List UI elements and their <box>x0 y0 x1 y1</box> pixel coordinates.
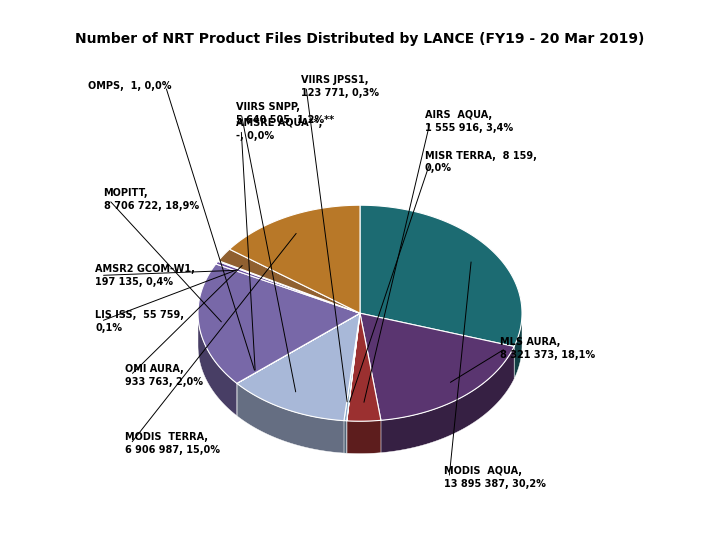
Polygon shape <box>344 313 360 421</box>
Polygon shape <box>198 313 237 416</box>
Polygon shape <box>216 261 360 313</box>
Polygon shape <box>514 313 522 379</box>
Text: VIIRS SNPP,
5 640 505, 1,2%**: VIIRS SNPP, 5 640 505, 1,2%** <box>236 102 334 125</box>
Polygon shape <box>346 313 360 421</box>
Text: VIIRS JPSS1,
123 771, 0,3%: VIIRS JPSS1, 123 771, 0,3% <box>301 75 379 98</box>
Polygon shape <box>237 313 360 383</box>
Polygon shape <box>218 249 360 313</box>
Text: OMI AURA,
933 763, 2,0%: OMI AURA, 933 763, 2,0% <box>125 364 203 387</box>
Text: MLS AURA,
8 321 373, 18,1%: MLS AURA, 8 321 373, 18,1% <box>500 337 595 360</box>
Text: AMSRE AQUA**,
-, 0,0%: AMSRE AQUA**, -, 0,0% <box>236 118 322 141</box>
Text: MODIS  AQUA,
13 895 387, 30,2%: MODIS AQUA, 13 895 387, 30,2% <box>444 467 546 489</box>
Polygon shape <box>237 383 344 453</box>
Polygon shape <box>218 261 360 313</box>
Polygon shape <box>360 205 522 347</box>
Polygon shape <box>237 313 360 383</box>
Text: AMSR2 GCOM-W1,
197 135, 0,4%: AMSR2 GCOM-W1, 197 135, 0,4% <box>95 264 195 287</box>
Polygon shape <box>347 420 381 454</box>
Polygon shape <box>237 313 360 421</box>
Text: MOPITT,
8 706 722, 18,9%: MOPITT, 8 706 722, 18,9% <box>104 188 199 211</box>
Text: Number of NRT Product Files Distributed by LANCE (FY19 - 20 Mar 2019): Number of NRT Product Files Distributed … <box>76 32 644 46</box>
Polygon shape <box>381 347 514 453</box>
Text: LIS ISS,  55 759,
0,1%: LIS ISS, 55 759, 0,1% <box>95 310 184 333</box>
Polygon shape <box>344 421 346 453</box>
Polygon shape <box>347 313 381 421</box>
Polygon shape <box>230 205 360 313</box>
Polygon shape <box>198 264 360 383</box>
Text: AIRS  AQUA,
1 555 916, 3,4%: AIRS AQUA, 1 555 916, 3,4% <box>425 110 513 133</box>
Text: MISR TERRA,  8 159,
0,0%: MISR TERRA, 8 159, 0,0% <box>425 151 536 173</box>
Polygon shape <box>360 313 514 420</box>
Text: OMPS,  1, 0,0%: OMPS, 1, 0,0% <box>88 82 171 91</box>
Text: MODIS  TERRA,
6 906 987, 15,0%: MODIS TERRA, 6 906 987, 15,0% <box>125 433 220 455</box>
